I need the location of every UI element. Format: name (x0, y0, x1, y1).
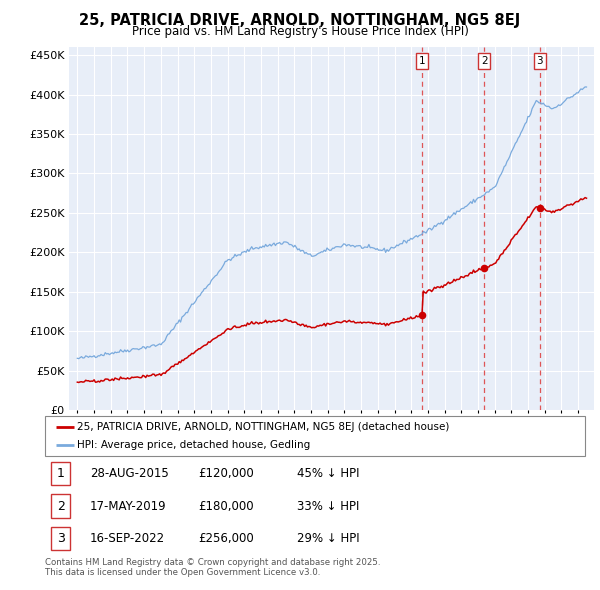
Text: £120,000: £120,000 (198, 467, 254, 480)
Text: 45% ↓ HPI: 45% ↓ HPI (297, 467, 359, 480)
Text: 28-AUG-2015: 28-AUG-2015 (90, 467, 169, 480)
Text: HPI: Average price, detached house, Gedling: HPI: Average price, detached house, Gedl… (77, 440, 311, 450)
Text: 29% ↓ HPI: 29% ↓ HPI (297, 532, 359, 545)
Text: Contains HM Land Registry data © Crown copyright and database right 2025.
This d: Contains HM Land Registry data © Crown c… (45, 558, 380, 577)
Text: £256,000: £256,000 (198, 532, 254, 545)
Text: 3: 3 (536, 55, 543, 65)
Text: 25, PATRICIA DRIVE, ARNOLD, NOTTINGHAM, NG5 8EJ: 25, PATRICIA DRIVE, ARNOLD, NOTTINGHAM, … (79, 13, 521, 28)
Text: 1: 1 (56, 467, 65, 480)
Text: 33% ↓ HPI: 33% ↓ HPI (297, 500, 359, 513)
Text: 2: 2 (481, 55, 487, 65)
Text: 2: 2 (56, 500, 65, 513)
Text: Price paid vs. HM Land Registry's House Price Index (HPI): Price paid vs. HM Land Registry's House … (131, 25, 469, 38)
Text: 25, PATRICIA DRIVE, ARNOLD, NOTTINGHAM, NG5 8EJ (detached house): 25, PATRICIA DRIVE, ARNOLD, NOTTINGHAM, … (77, 422, 450, 432)
Text: 1: 1 (419, 55, 425, 65)
Text: 3: 3 (56, 532, 65, 545)
Text: 17-MAY-2019: 17-MAY-2019 (90, 500, 167, 513)
Text: £180,000: £180,000 (198, 500, 254, 513)
Text: 16-SEP-2022: 16-SEP-2022 (90, 532, 165, 545)
